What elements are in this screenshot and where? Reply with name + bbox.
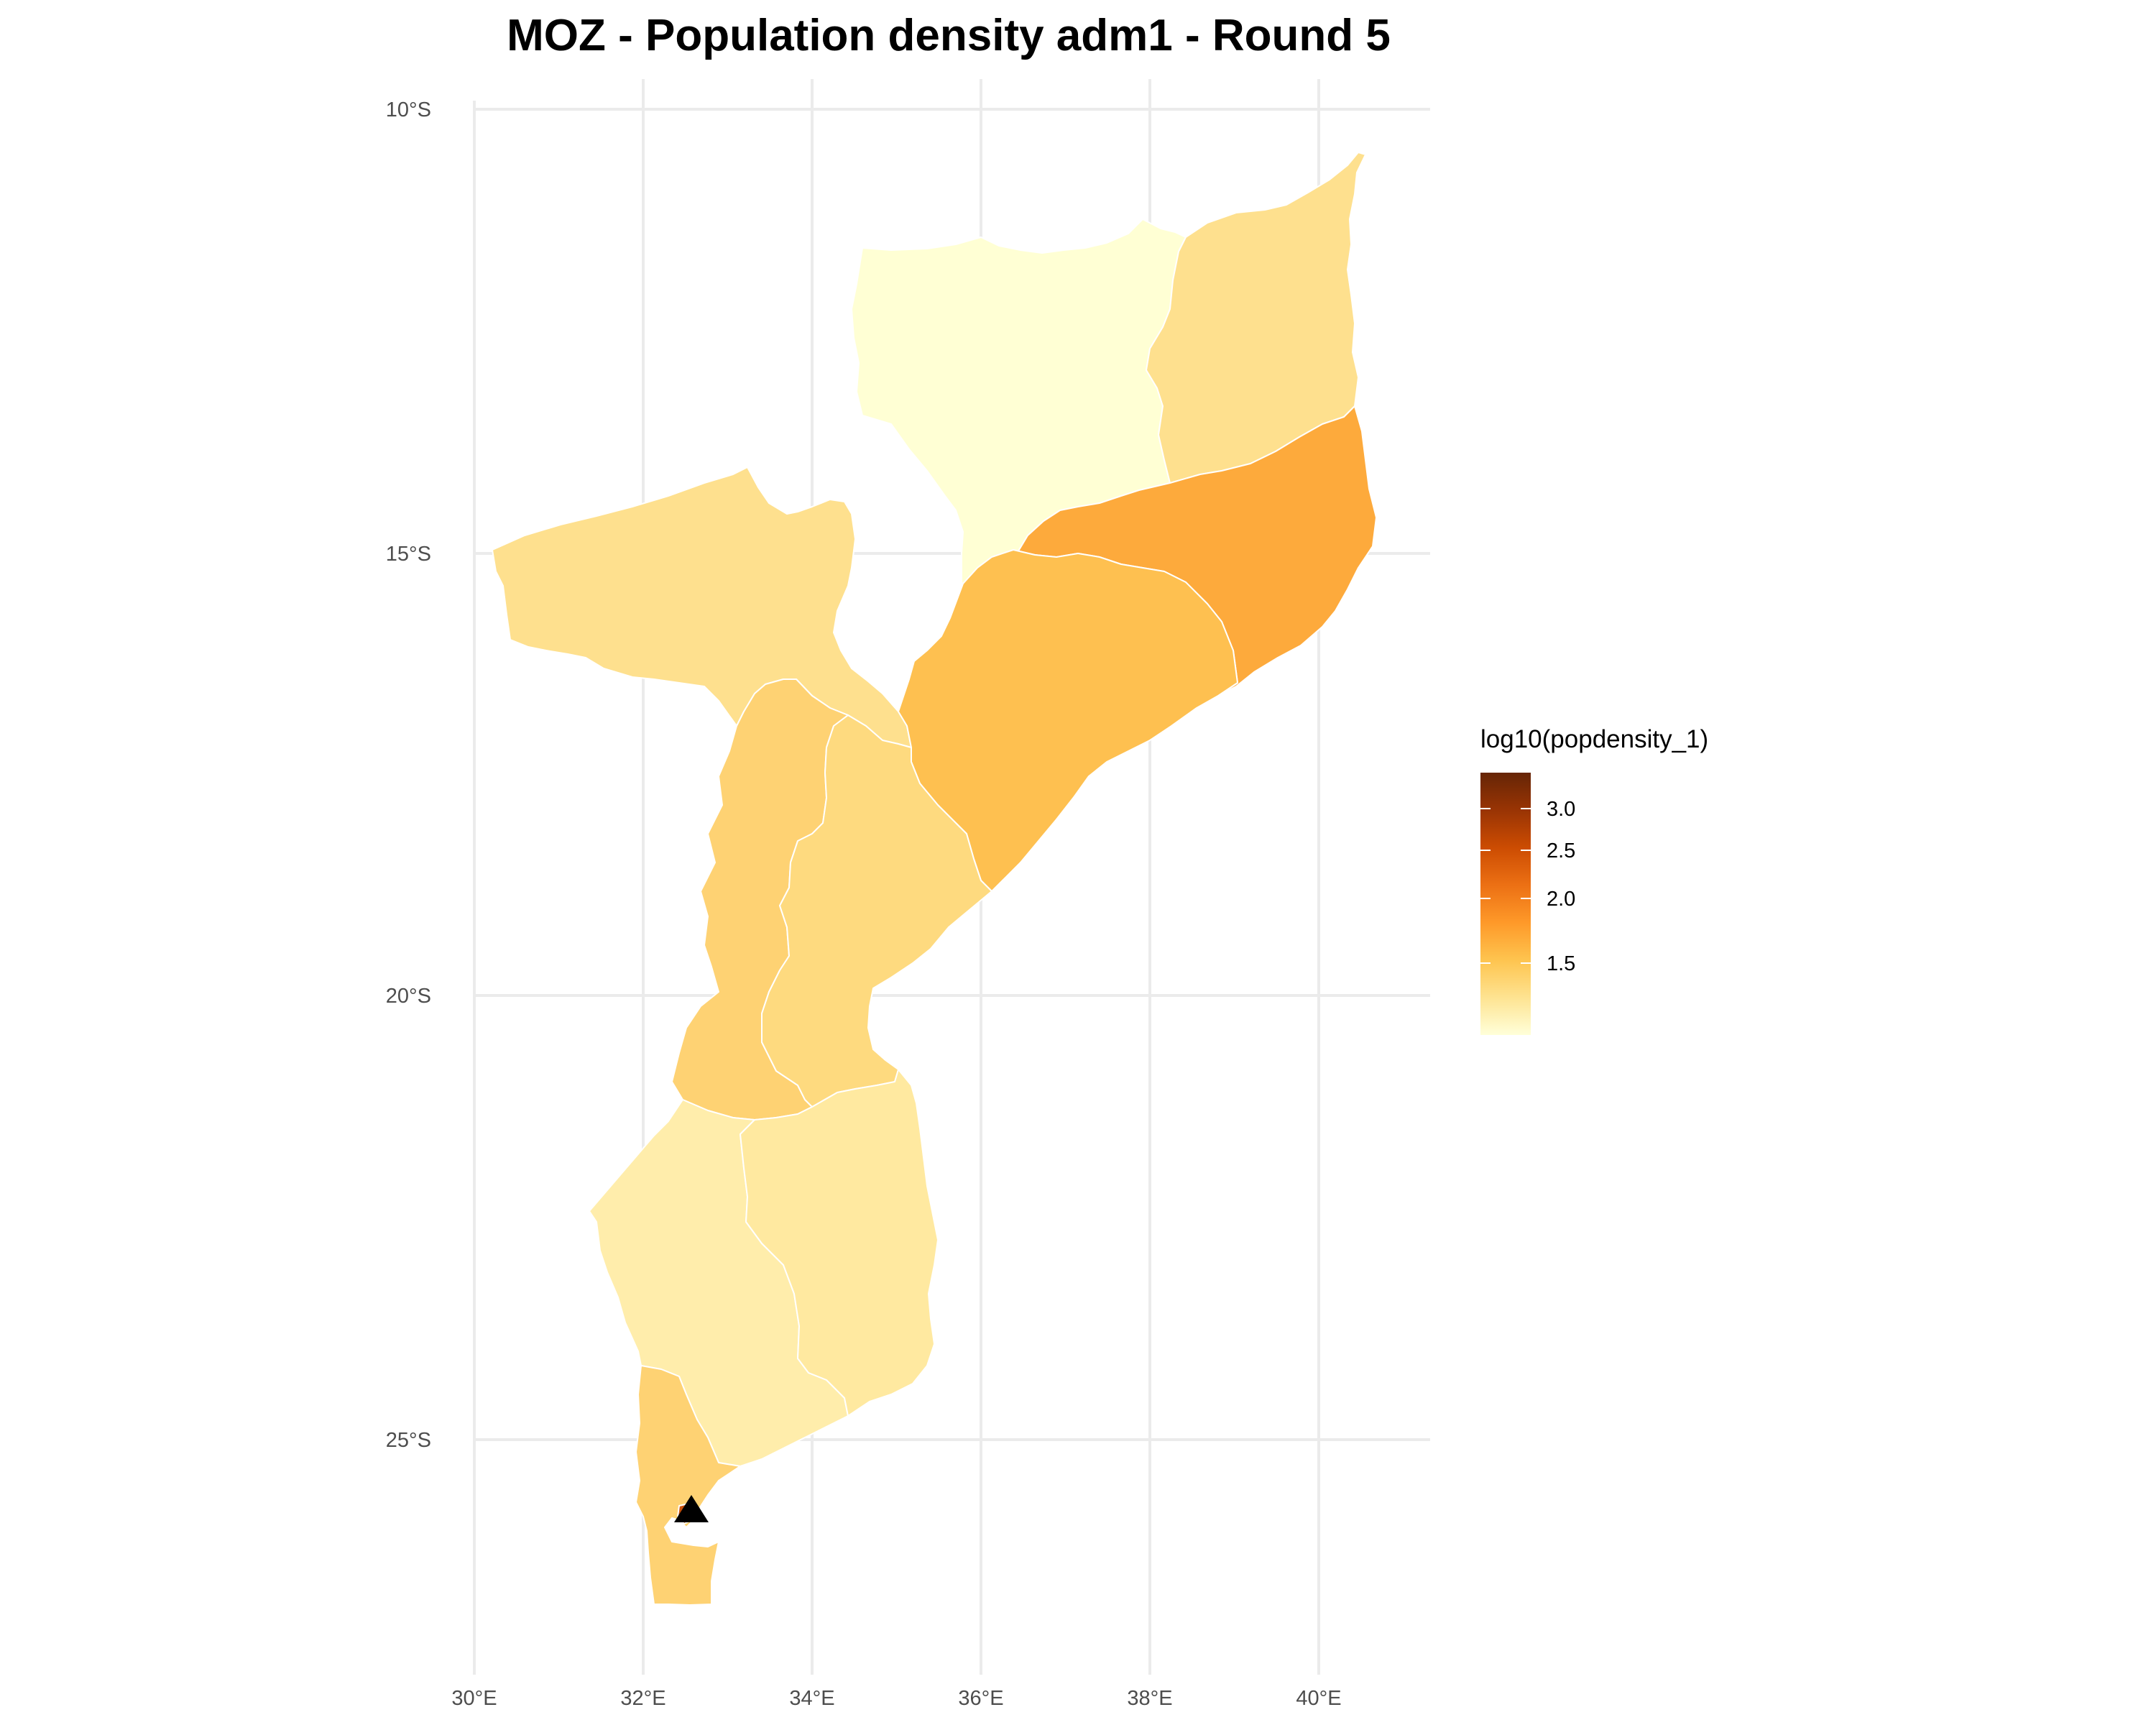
province-tete[interactable]: [492, 466, 912, 748]
legend-tick-label: 1.5: [1547, 952, 1575, 975]
capital-marker-triangle: [674, 1495, 709, 1522]
legend-ticks: [1480, 808, 1531, 964]
legend-colorbar: [1480, 773, 1531, 1035]
legend: log10(popdensity_1) 3.0 2.5 2.0 1.5: [1480, 725, 1708, 1035]
legend-tick-label: 2.0: [1547, 888, 1575, 911]
legend-title: log10(popdensity_1): [1480, 725, 1708, 753]
y-tick-label: 10°S: [386, 98, 431, 121]
y-axis: 10°S 15°S 20°S 25°S: [386, 98, 431, 1452]
legend-tick-label: 3.0: [1547, 798, 1575, 821]
x-tick-label: 38°E: [1127, 1687, 1172, 1710]
x-axis: 30°E 32°E 34°E 36°E 38°E 40°E: [451, 1687, 1341, 1710]
province-zambezia[interactable]: [898, 549, 1238, 892]
province-inhambane[interactable]: [740, 1069, 939, 1417]
legend-tick-label: 2.5: [1547, 840, 1575, 862]
x-tick-label: 32°E: [620, 1687, 665, 1710]
x-tick-label: 30°E: [451, 1687, 497, 1710]
x-tick-label: 40°E: [1296, 1687, 1341, 1710]
province-maputo[interactable]: [635, 1365, 741, 1606]
x-tick-label: 36°E: [958, 1687, 1003, 1710]
provinces: [492, 152, 1377, 1606]
y-tick-label: 25°S: [386, 1429, 431, 1452]
map-title: MOZ - Population density adm1 - Round 5: [507, 11, 1391, 60]
x-tick-label: 34°E: [789, 1687, 834, 1710]
y-tick-label: 15°S: [386, 543, 431, 566]
y-tick-label: 20°S: [386, 985, 431, 1008]
